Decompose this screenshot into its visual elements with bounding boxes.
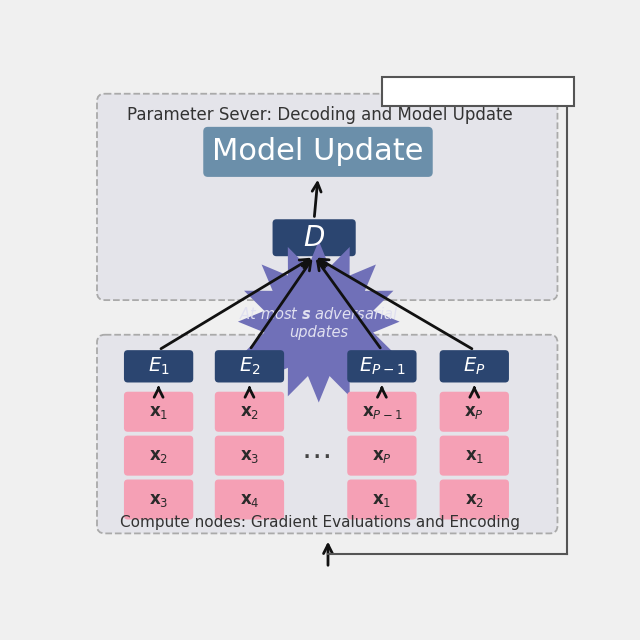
FancyBboxPatch shape <box>348 350 417 383</box>
Text: At most $\boldsymbol{s}$ adversarial: At most $\boldsymbol{s}$ adversarial <box>239 306 398 322</box>
FancyBboxPatch shape <box>348 436 417 476</box>
Text: Parameter Sever: Decoding and Model Update: Parameter Sever: Decoding and Model Upda… <box>127 106 513 124</box>
FancyBboxPatch shape <box>382 77 575 106</box>
Text: $E_1$: $E_1$ <box>148 356 170 377</box>
Text: $\mathbf{x}_2$: $\mathbf{x}_2$ <box>465 490 484 509</box>
FancyBboxPatch shape <box>348 392 417 432</box>
Text: $\mathbf{x}_1$: $\mathbf{x}_1$ <box>465 447 484 465</box>
Text: $\mathit{D}$: $\mathit{D}$ <box>303 224 325 252</box>
FancyBboxPatch shape <box>215 350 284 383</box>
Text: $\mathbf{x}_3$: $\mathbf{x}_3$ <box>149 490 168 509</box>
Text: $\mathbf{x}_2$: $\mathbf{x}_2$ <box>149 447 168 465</box>
FancyBboxPatch shape <box>124 479 193 520</box>
Text: Model Update: Model Update <box>212 138 424 166</box>
Text: $\mathbf{x}_2$: $\mathbf{x}_2$ <box>240 403 259 420</box>
FancyBboxPatch shape <box>124 436 193 476</box>
Text: Compute nodes: Gradient Evaluations and Encoding: Compute nodes: Gradient Evaluations and … <box>120 515 520 530</box>
Text: $\mathbf{x}_4$: $\mathbf{x}_4$ <box>239 490 259 509</box>
Text: $\mathbf{x}_P$: $\mathbf{x}_P$ <box>465 403 484 420</box>
FancyBboxPatch shape <box>273 220 356 256</box>
FancyBboxPatch shape <box>215 392 284 432</box>
FancyBboxPatch shape <box>124 392 193 432</box>
FancyBboxPatch shape <box>440 350 509 383</box>
FancyBboxPatch shape <box>204 127 433 177</box>
FancyBboxPatch shape <box>97 93 557 300</box>
FancyBboxPatch shape <box>215 479 284 520</box>
FancyBboxPatch shape <box>124 350 193 383</box>
FancyBboxPatch shape <box>440 436 509 476</box>
FancyBboxPatch shape <box>215 436 284 476</box>
Text: $\mathbf{x}_P$: $\mathbf{x}_P$ <box>372 447 392 465</box>
FancyBboxPatch shape <box>440 479 509 520</box>
Text: updates: updates <box>289 325 348 340</box>
FancyBboxPatch shape <box>348 479 417 520</box>
Text: $E_{P-1}$: $E_{P-1}$ <box>358 356 405 377</box>
FancyBboxPatch shape <box>440 392 509 432</box>
Text: $\mathbf{x}_1$: $\mathbf{x}_1$ <box>372 490 392 509</box>
Text: $E_P$: $E_P$ <box>463 356 486 377</box>
Text: $\cdots$: $\cdots$ <box>301 441 330 470</box>
Text: $\mathbf{x}_3$: $\mathbf{x}_3$ <box>240 447 259 465</box>
Text: $\mathbf{x}_1$: $\mathbf{x}_1$ <box>149 403 168 420</box>
Text: $\mathbf{x}_{P-1}$: $\mathbf{x}_{P-1}$ <box>362 403 402 420</box>
Polygon shape <box>238 241 399 403</box>
FancyBboxPatch shape <box>97 335 557 533</box>
Text: $E_2$: $E_2$ <box>239 356 260 377</box>
